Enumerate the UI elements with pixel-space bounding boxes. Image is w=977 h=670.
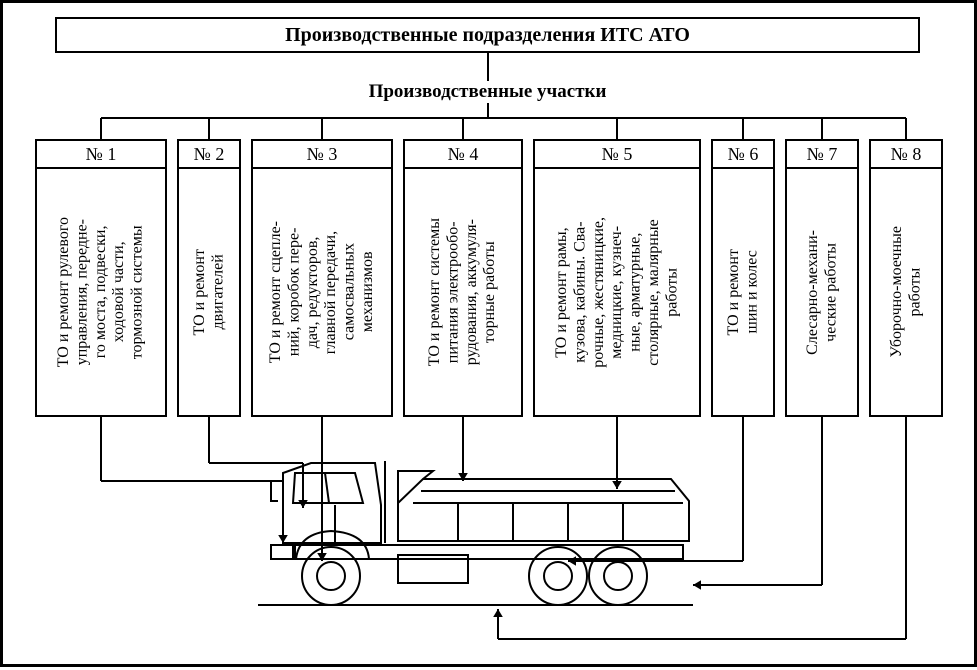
col-text: Уборочно-моечные работы: [886, 220, 927, 363]
col-num: № 7: [807, 144, 838, 165]
col-body-5: ТО и ремонт рамы, кузова, кабины. Сва- р…: [533, 169, 701, 417]
col-body-8: Уборочно-моечные работы: [869, 169, 943, 417]
col-body-4: ТО и ремонт системы питания электрообо- …: [403, 169, 523, 417]
col-header-8: № 8: [869, 139, 943, 169]
col-num: № 8: [891, 144, 922, 165]
col-num: № 6: [728, 144, 759, 165]
col-num: № 5: [602, 144, 633, 165]
col-body-6: ТО и ремонт шин и колес: [711, 169, 775, 417]
col-num: № 1: [86, 144, 117, 165]
col-text: Слесарно-механи- ческие работы: [802, 224, 843, 361]
col-header-7: № 7: [785, 139, 859, 169]
col-header-1: № 1: [35, 139, 167, 169]
col-text: ТО и ремонт рулевого управления, передне…: [53, 211, 149, 373]
col-header-2: № 2: [177, 139, 241, 169]
col-text: ТО и ремонт системы питания электрообо- …: [424, 212, 502, 372]
col-body-7: Слесарно-механи- ческие работы: [785, 169, 859, 417]
col-header-5: № 5: [533, 139, 701, 169]
col-body-2: ТО и ремонт двигателей: [177, 169, 241, 417]
col-header-4: № 4: [403, 139, 523, 169]
col-text: ТО и ремонт шин и колес: [723, 243, 764, 341]
col-header-3: № 3: [251, 139, 393, 169]
title-text: Производственные подразделения ИТС АТО: [285, 24, 690, 47]
subhead-text: Производственные участки: [369, 81, 607, 102]
col-num: № 4: [448, 144, 479, 165]
col-text: ТО и ремонт двигателей: [189, 243, 230, 341]
col-text: ТО и ремонт сцепле- ний, коробок пере- д…: [265, 215, 379, 369]
col-text: ТО и ремонт рамы, кузова, кабины. Сва- р…: [551, 211, 684, 374]
title-box: Производственные подразделения ИТС АТО: [55, 17, 920, 53]
col-header-6: № 6: [711, 139, 775, 169]
col-num: № 3: [307, 144, 338, 165]
col-body-1: ТО и ремонт рулевого управления, передне…: [35, 169, 167, 417]
col-num: № 2: [194, 144, 225, 165]
subhead: Производственные участки: [55, 81, 920, 103]
col-body-3: ТО и ремонт сцепле- ний, коробок пере- д…: [251, 169, 393, 417]
